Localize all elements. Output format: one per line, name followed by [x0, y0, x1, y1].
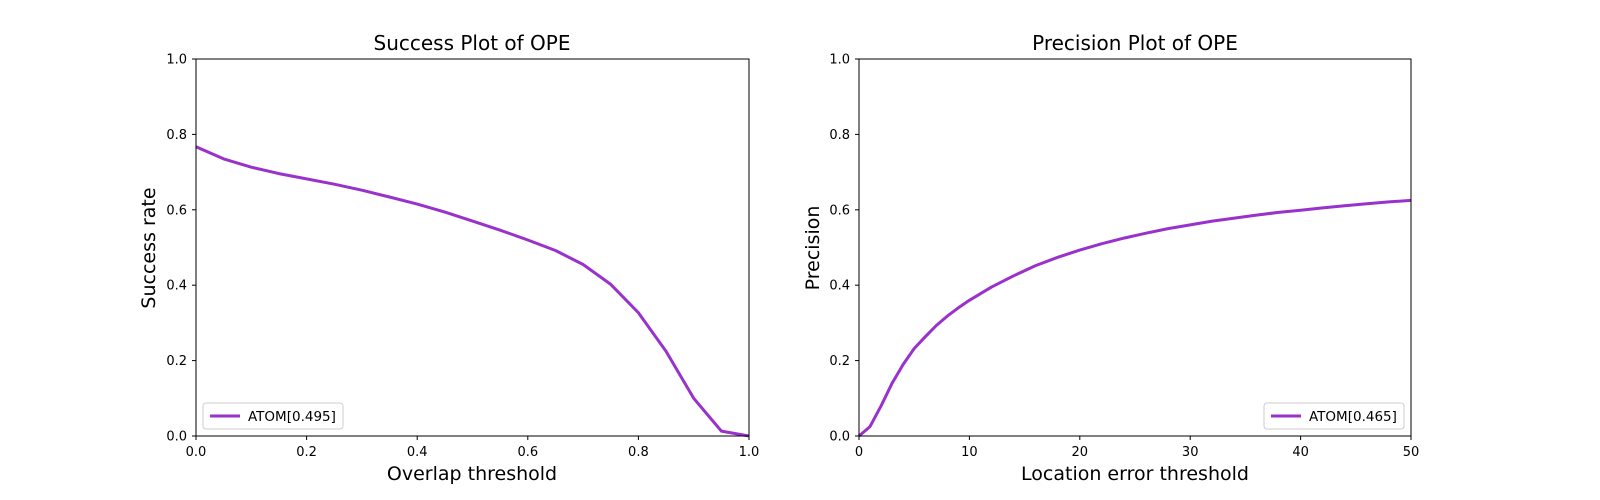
y-tick-label: 0.8	[166, 128, 187, 143]
success-plot-ticks: 0.0 0.2 0.4 0.6 0.8 1.0 0.0 0.2 0.4 0.6 0.8 1.0	[166, 53, 759, 461]
x-tick-label: 10	[961, 445, 978, 460]
success-plot-lines	[195, 145, 750, 438]
y-tick-label: 0.8	[829, 128, 850, 143]
precision-plot-lines	[858, 198, 1412, 438]
y-tick-label: 0.4	[829, 279, 850, 294]
y-tick-label: 0.6	[829, 203, 850, 218]
x-tick-label: 0.2	[296, 445, 317, 460]
legend-label: ATOM[0.465]	[1309, 409, 1397, 425]
y-tick-label: 0.0	[166, 430, 187, 445]
precision-plot-frame	[858, 58, 1412, 437]
success-plot-xlabel: Overlap threshold	[387, 463, 557, 485]
x-tick-label: 40	[1292, 445, 1309, 460]
x-tick-label: 30	[1182, 445, 1199, 460]
y-tick-label: 0.0	[829, 430, 850, 445]
x-tick-label: 0.6	[517, 445, 538, 460]
legend-box	[202, 402, 344, 430]
success-plot-panel: Success Plot of OPE Overlap threshold Su…	[138, 31, 759, 485]
precision-plot-panel: Precision Plot of OPE Location error thr…	[802, 31, 1419, 485]
y-tick-label: 0.2	[829, 354, 850, 369]
y-tick-label: 1.0	[829, 53, 850, 68]
x-tick-label: 0.4	[407, 445, 428, 460]
precision-plot-ticks: 0 10 20 30 40 50 0.0 0.2 0.4 0.6 0.8 1.0	[829, 53, 1419, 461]
x-tick-label: 0.0	[186, 445, 207, 460]
success-plot-title: Success Plot of OPE	[374, 31, 571, 55]
precision-plot-legend: ATOM[0.465]	[1263, 402, 1405, 430]
y-tick-label: 1.0	[166, 53, 187, 68]
x-tick-label: 50	[1403, 445, 1420, 460]
series-line-ATOM[0.465]	[858, 198, 1412, 438]
legend-label: ATOM[0.495]	[248, 409, 336, 425]
success-plot-frame	[195, 58, 750, 437]
x-tick-label: 0.8	[628, 445, 649, 460]
y-tick-label: 0.6	[166, 203, 187, 218]
legend-box	[1263, 402, 1405, 430]
success-plot-ylabel: Success rate	[138, 187, 160, 308]
precision-plot-xlabel: Location error threshold	[1021, 463, 1249, 485]
x-tick-label: 0	[855, 445, 863, 460]
y-tick-label: 0.4	[166, 279, 187, 294]
precision-plot-ylabel: Precision	[802, 206, 824, 291]
series-line-ATOM[0.495]	[195, 145, 750, 438]
y-tick-label: 0.2	[166, 354, 187, 369]
success-plot-legend: ATOM[0.495]	[202, 402, 344, 430]
precision-plot-title: Precision Plot of OPE	[1032, 31, 1238, 55]
x-tick-label: 1.0	[739, 445, 760, 460]
x-tick-label: 20	[1072, 445, 1089, 460]
